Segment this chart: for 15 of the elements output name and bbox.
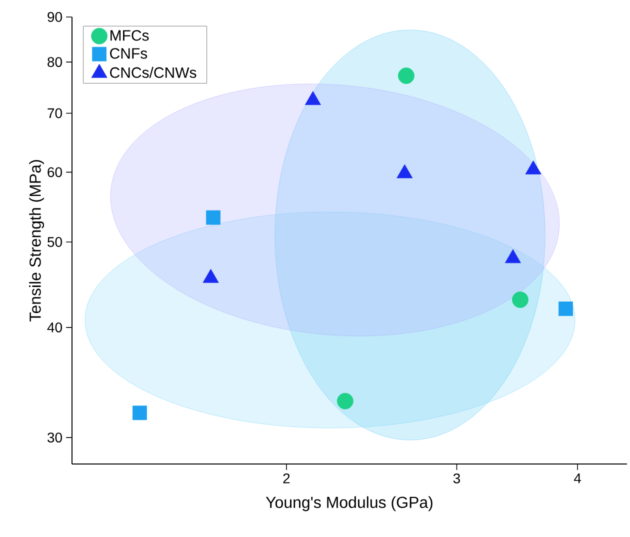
y-tick-label: 80 [48, 57, 62, 68]
legend-label: MFCs [110, 30, 149, 41]
legend-label: CNCs/CNWs [110, 66, 196, 78]
y-tick-label: 50 [48, 237, 62, 247]
legend-label: CNFs [110, 48, 148, 59]
y-tick-label: 60 [48, 167, 62, 178]
y-axis-title: Tensile Strength (MPa) [29, 160, 44, 322]
y-tick-label: 30 [48, 432, 62, 443]
x-tick-label: 2 [283, 473, 290, 484]
x-tick-label: 4 [574, 473, 582, 484]
y-tick-label: 40 [47, 322, 62, 332]
x-axis-title: Young's Modulus (GPa) [266, 496, 432, 512]
y-tick-label: 90 [48, 12, 62, 22]
x-tick-label: 3 [453, 473, 460, 484]
y-tick-label: 70 [48, 108, 62, 118]
